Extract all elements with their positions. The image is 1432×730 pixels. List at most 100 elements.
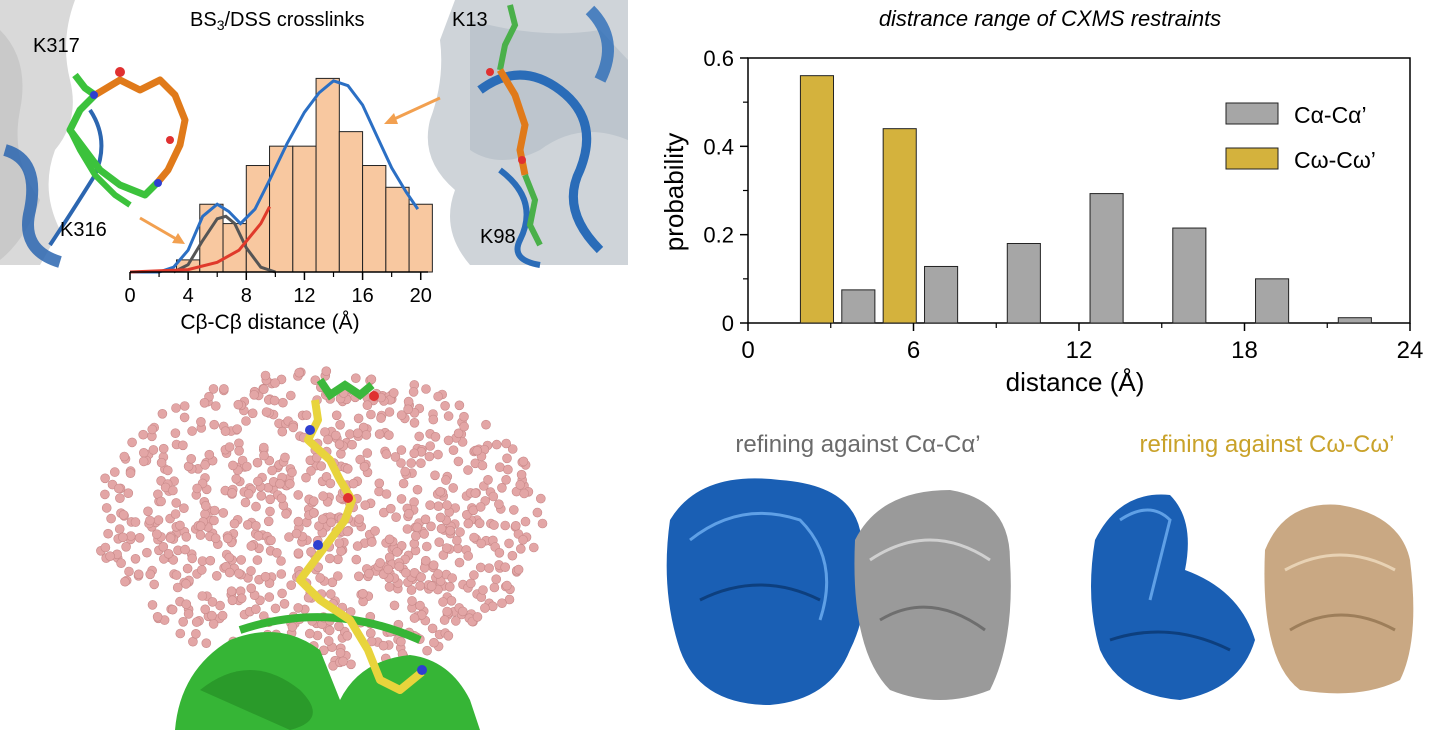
legend-swatch-cw	[1225, 147, 1279, 170]
sphere	[212, 570, 222, 581]
sphere	[414, 431, 425, 442]
sphere	[391, 512, 401, 523]
sphere	[365, 628, 376, 639]
sphere	[463, 551, 474, 561]
cxms-x-tick-label: 24	[1397, 337, 1424, 364]
sphere	[394, 561, 405, 572]
sphere	[381, 449, 392, 460]
sphere	[481, 419, 491, 430]
sphere	[436, 523, 447, 534]
sphere	[345, 429, 355, 439]
sphere	[158, 541, 169, 552]
sphere	[119, 451, 130, 462]
cxms-y-tick-label: 0.2	[703, 223, 734, 248]
sphere	[446, 595, 457, 606]
sphere	[420, 514, 431, 525]
sphere	[355, 454, 366, 465]
sphere	[478, 585, 488, 595]
sphere	[211, 401, 221, 411]
sphere	[354, 514, 365, 524]
sphere	[197, 591, 208, 601]
sphere	[265, 494, 276, 505]
sphere	[430, 470, 440, 481]
sphere	[434, 537, 445, 548]
sphere	[175, 628, 186, 639]
cxms-bar-s0-4	[1172, 227, 1207, 324]
sphere	[197, 565, 207, 575]
sphere	[396, 410, 407, 420]
sphere	[170, 509, 181, 519]
molecule-right-image: K13 K98	[427, 0, 628, 268]
sphere	[260, 370, 271, 381]
sphere	[515, 543, 526, 554]
sphere	[480, 603, 490, 613]
sphere	[366, 374, 377, 385]
sphere	[280, 452, 290, 463]
sphere	[502, 580, 512, 591]
sphere	[277, 426, 288, 437]
sphere	[445, 525, 456, 536]
cxms-bar-s1-0	[799, 75, 835, 324]
sphere	[118, 510, 129, 520]
sphere	[488, 491, 499, 502]
ensemble-blue-tight	[1091, 494, 1255, 700]
sphere	[232, 424, 242, 434]
sphere	[520, 516, 531, 527]
sphere	[171, 403, 181, 413]
cxms-legend: Cα-Cα’ Cω-Cω’	[1225, 102, 1376, 173]
sphere	[443, 630, 454, 641]
sphere	[420, 555, 431, 566]
sphere	[181, 579, 191, 589]
sphere	[441, 475, 451, 485]
sphere	[233, 399, 244, 410]
sphere	[500, 562, 511, 573]
sphere	[483, 474, 493, 485]
caption-left: refining against Cα-Cα’	[735, 431, 980, 458]
sphere	[275, 478, 285, 489]
sphere	[416, 572, 426, 583]
sphere	[359, 461, 370, 472]
label-k13: K13	[452, 9, 488, 31]
sphere	[428, 560, 439, 571]
sphere	[502, 453, 512, 464]
sphere	[240, 497, 251, 508]
sphere	[210, 533, 221, 544]
cxms-frame	[747, 57, 1411, 324]
sphere	[331, 410, 342, 421]
sphere	[409, 567, 420, 578]
hist-bar-5	[292, 145, 317, 273]
sphere	[246, 583, 256, 594]
sphere	[316, 461, 327, 471]
sphere	[217, 610, 228, 621]
sphere	[463, 465, 473, 475]
sphere	[201, 500, 211, 511]
sphere	[270, 603, 281, 614]
sphere	[165, 533, 176, 543]
sphere	[326, 517, 336, 528]
sphere	[181, 531, 192, 542]
sphere	[443, 435, 454, 446]
sphere	[256, 490, 267, 501]
sphere	[442, 500, 452, 510]
sphere	[279, 598, 290, 609]
sphere	[152, 529, 162, 540]
sphere	[396, 445, 407, 455]
sphere	[205, 555, 216, 566]
sphere	[110, 467, 120, 477]
sphere	[532, 507, 543, 518]
sphere	[183, 609, 194, 619]
sphere	[224, 567, 235, 578]
sphere	[510, 520, 521, 531]
sphere	[215, 600, 225, 611]
sphere	[347, 439, 357, 450]
sphere	[130, 553, 141, 564]
sphere	[276, 493, 287, 504]
sphere	[179, 412, 190, 423]
sphere	[171, 498, 181, 508]
sphere	[439, 615, 450, 625]
sphere	[100, 489, 110, 500]
hist-x-tick-label: 12	[293, 285, 315, 307]
sphere	[409, 448, 420, 459]
sphere	[134, 532, 145, 543]
sphere	[389, 600, 400, 611]
